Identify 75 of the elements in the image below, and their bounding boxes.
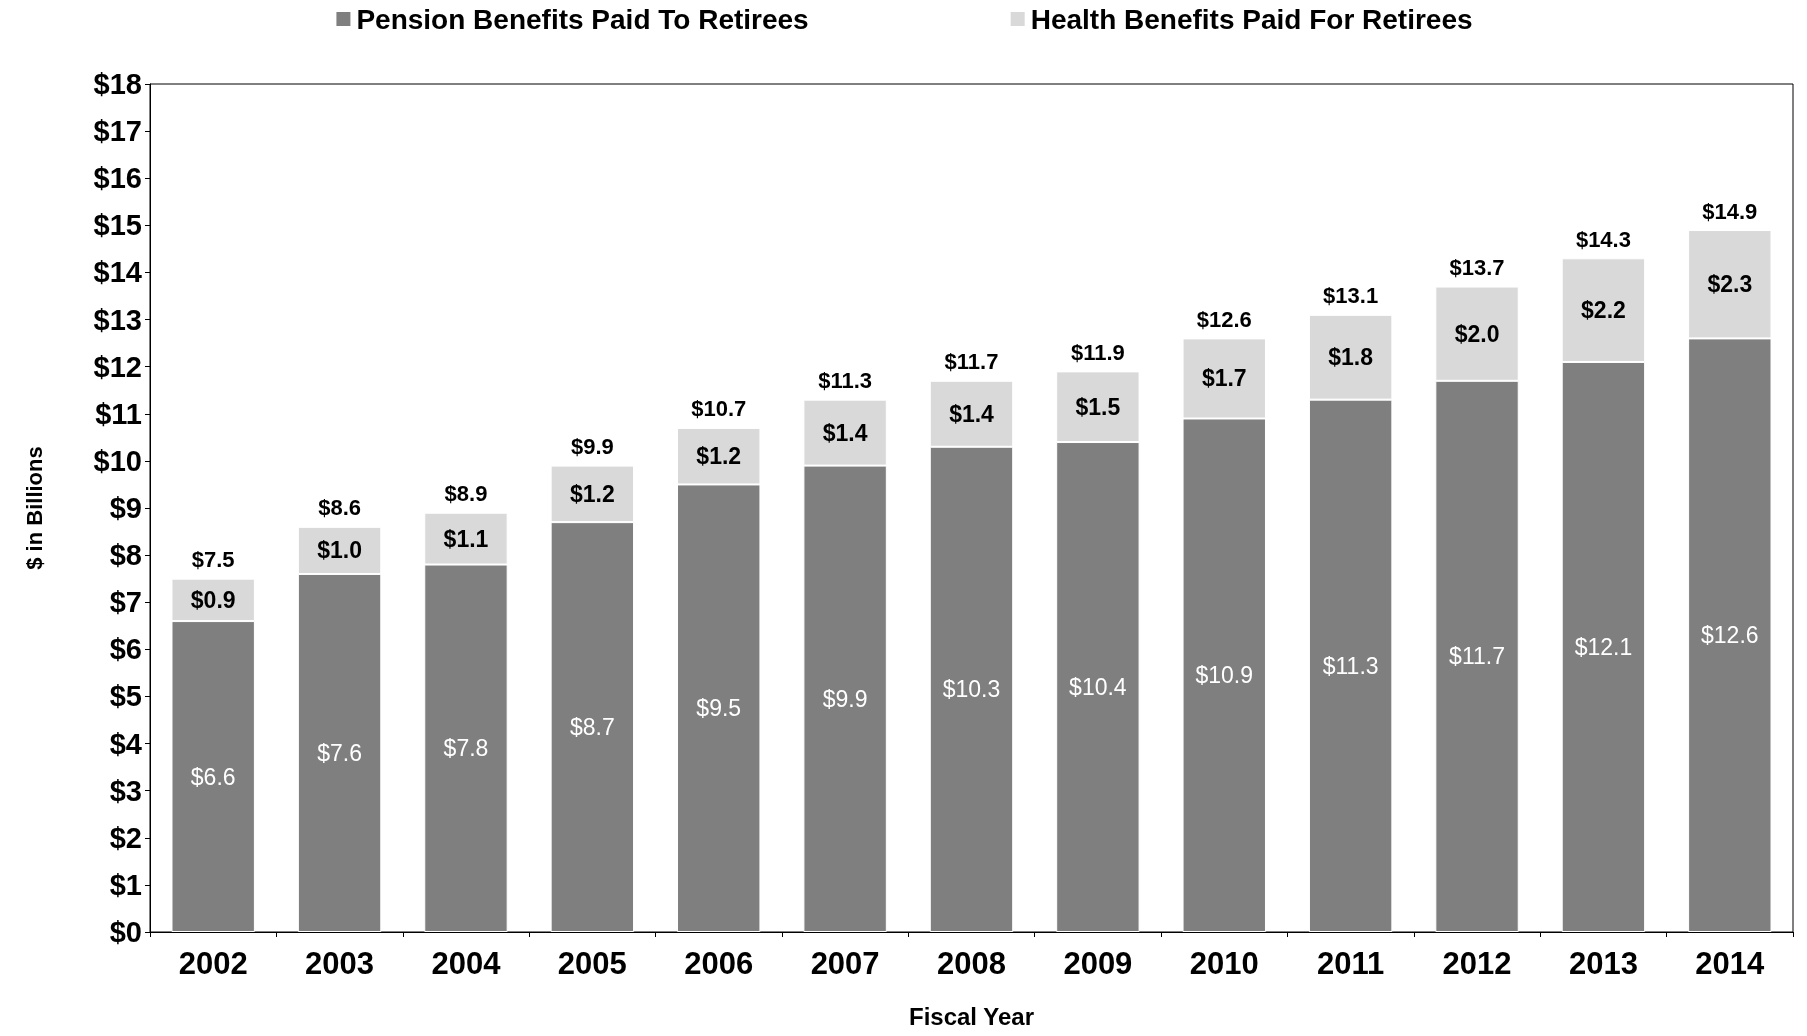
data-label: $1.5 xyxy=(1075,393,1121,420)
x-tick-label: 2009 xyxy=(1063,946,1133,981)
total-label: $9.9 xyxy=(570,434,614,460)
x-tick-label: 2003 xyxy=(305,946,375,981)
y-tick-label: $17 xyxy=(93,115,142,148)
y-tick-label: $18 xyxy=(93,68,142,100)
y-tick-label: $14 xyxy=(93,256,142,289)
data-label: $2.2 xyxy=(1581,297,1626,324)
y-tick-label: $9 xyxy=(109,492,142,524)
y-tick-label: $8 xyxy=(109,539,142,572)
x-axis-title: Fiscal Year xyxy=(909,1002,1034,1030)
y-axis-title: $ in Billions xyxy=(21,446,47,570)
legend-label: Health Benefits Paid For Retirees xyxy=(1030,3,1473,35)
data-label: $1.2 xyxy=(696,443,742,470)
x-tick-label: 2014 xyxy=(1695,946,1766,981)
y-tick-label: $3 xyxy=(109,774,142,807)
total-label: $14.3 xyxy=(1575,226,1631,252)
data-label: $7.6 xyxy=(317,739,362,766)
legend-label: Pension Benefits Paid To Retirees xyxy=(356,3,809,35)
data-label: $9.9 xyxy=(822,685,868,712)
data-label: $2.0 xyxy=(1454,320,1500,347)
y-tick-label: $11 xyxy=(95,397,142,430)
x-tick-label: 2012 xyxy=(1442,946,1512,981)
x-tick-label: 2008 xyxy=(937,946,1006,981)
data-label: $11.7 xyxy=(1449,643,1505,670)
data-label: $10.3 xyxy=(942,676,1001,703)
data-label: $1.4 xyxy=(949,400,995,427)
y-tick-label: $12 xyxy=(93,350,142,383)
total-label: $13.1 xyxy=(1323,283,1379,309)
y-tick-label: $7 xyxy=(109,586,142,619)
data-label: $10.9 xyxy=(1195,662,1254,689)
y-tick-label: $13 xyxy=(93,303,142,336)
x-tick-label: 2006 xyxy=(684,946,754,981)
total-label: $11.3 xyxy=(818,368,873,394)
total-label: $7.5 xyxy=(191,547,235,573)
data-label: $12.6 xyxy=(1701,622,1759,649)
total-label: $14.9 xyxy=(1702,198,1758,224)
data-label: $1.7 xyxy=(1201,365,1247,392)
x-tick-label: 2011 xyxy=(1317,946,1385,981)
data-label: $8.7 xyxy=(569,714,615,741)
total-label: $11.9 xyxy=(1070,339,1125,365)
total-label: $8.6 xyxy=(318,495,361,521)
total-label: $12.6 xyxy=(1196,306,1252,332)
x-tick-label: 2005 xyxy=(557,946,627,981)
x-tick-label: 2002 xyxy=(178,946,248,981)
data-label: $10.4 xyxy=(1069,674,1127,701)
y-tick-label: $2 xyxy=(109,821,142,854)
total-label: $8.9 xyxy=(444,481,488,507)
total-label: $11.7 xyxy=(944,349,999,375)
x-tick-label: 2013 xyxy=(1568,946,1638,981)
total-label: $13.7 xyxy=(1449,255,1505,281)
data-label: $1.2 xyxy=(569,480,615,507)
y-tick-label: $1 xyxy=(109,868,142,901)
data-label: $2.3 xyxy=(1707,271,1753,298)
data-label: $12.1 xyxy=(1574,633,1633,660)
x-tick-label: 2007 xyxy=(810,946,880,981)
y-tick-label: $10 xyxy=(93,444,142,477)
data-label: $0.9 xyxy=(190,586,236,613)
y-tick-label: $4 xyxy=(109,727,142,760)
data-label: $1.8 xyxy=(1328,344,1374,371)
x-tick-label: 2010 xyxy=(1189,946,1259,981)
data-label: $9.5 xyxy=(696,695,742,722)
y-tick-label: $6 xyxy=(109,633,142,666)
data-label: $7.8 xyxy=(443,735,489,762)
y-tick-label: $16 xyxy=(93,162,142,195)
total-label: $10.7 xyxy=(691,396,747,422)
y-tick-label: $5 xyxy=(109,680,142,713)
x-tick-label: 2004 xyxy=(431,946,502,981)
y-tick-label: $0 xyxy=(109,916,142,948)
data-label: $1.0 xyxy=(317,537,362,564)
y-tick-label: $15 xyxy=(93,209,142,242)
data-label: $11.3 xyxy=(1322,652,1379,679)
data-label: $1.1 xyxy=(443,525,489,552)
data-label: $6.6 xyxy=(190,763,236,790)
data-label: $1.4 xyxy=(822,419,868,446)
